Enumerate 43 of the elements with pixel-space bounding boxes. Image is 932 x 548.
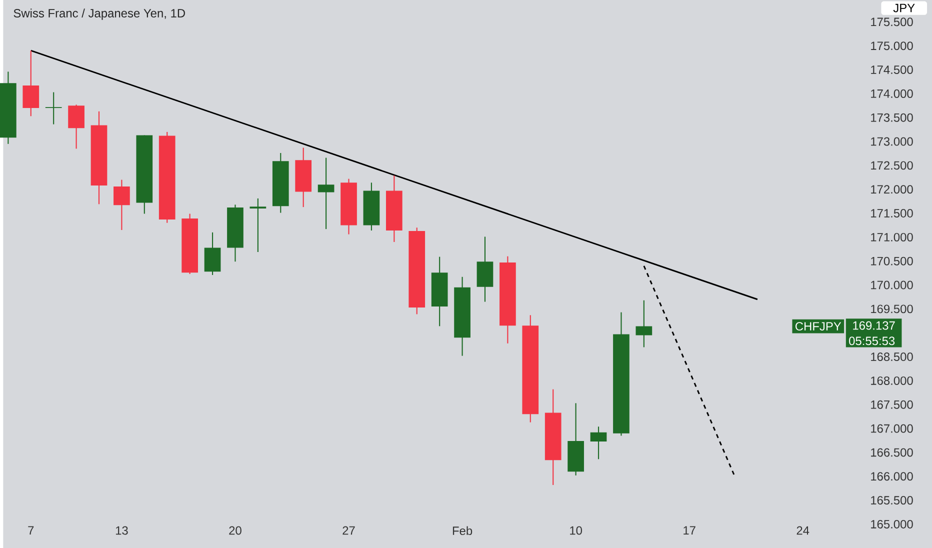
chart-title: Swiss Franc / Japanese Yen, 1D <box>14 8 185 20</box>
text: JPY <box>893 4 915 12</box>
x-tick-label: 27 <box>342 526 355 535</box>
y-tick-label: 166.500 <box>871 448 913 457</box>
y-tick-label: 173.500 <box>871 113 913 122</box>
x-tick-label: 10 <box>570 526 582 535</box>
candlestick <box>318 157 334 230</box>
text: 05:55:53 <box>849 336 895 346</box>
x-tick-label: 20 <box>229 526 242 535</box>
y-tick-label: 165.000 <box>871 520 913 528</box>
x-tick-label: 7 <box>28 526 34 534</box>
candlestick <box>590 426 607 460</box>
y-tick-label: 170.000 <box>871 280 913 290</box>
x-tick-label: Feb <box>452 526 472 535</box>
annotation: CHFJPY <box>795 322 842 330</box>
y-tick-label: 169.500 <box>871 304 913 314</box>
y-tick-label: 173.000 <box>871 137 913 146</box>
y-tick-label: 175.500 <box>871 18 913 26</box>
x-tick-label: 13 <box>116 526 128 535</box>
y-tick-label: 174.000 <box>871 89 913 98</box>
y-tick-label: 166.000 <box>871 472 913 481</box>
x-tick-label: 24 <box>796 526 810 535</box>
candlestick <box>45 92 62 125</box>
candlestick <box>22 50 40 117</box>
y-tick-label: 170.500 <box>871 256 913 266</box>
y-tick-label: 175.000 <box>871 42 913 50</box>
y-tick-label: 167.500 <box>871 400 913 409</box>
candlestick <box>114 179 130 230</box>
candlestick <box>636 300 652 348</box>
y-tick-label: 172.000 <box>871 185 913 194</box>
y-tick-label: 171.000 <box>871 232 913 242</box>
y-tick-label: 172.500 <box>871 161 913 170</box>
y-tick-label: 168.000 <box>871 376 913 385</box>
candlestick <box>250 198 266 252</box>
x-tick-label: 17 <box>684 526 696 534</box>
y-tick-label: 168.500 <box>871 352 913 361</box>
y-tick-label: 167.000 <box>871 424 913 433</box>
candlestick <box>68 104 84 150</box>
candlestick <box>204 232 221 276</box>
text: 169.137 <box>853 321 895 330</box>
y-tick-label: 171.500 <box>871 208 913 218</box>
y-tick-label: 165.500 <box>871 496 913 504</box>
y-tick-label: 174.500 <box>871 65 913 74</box>
